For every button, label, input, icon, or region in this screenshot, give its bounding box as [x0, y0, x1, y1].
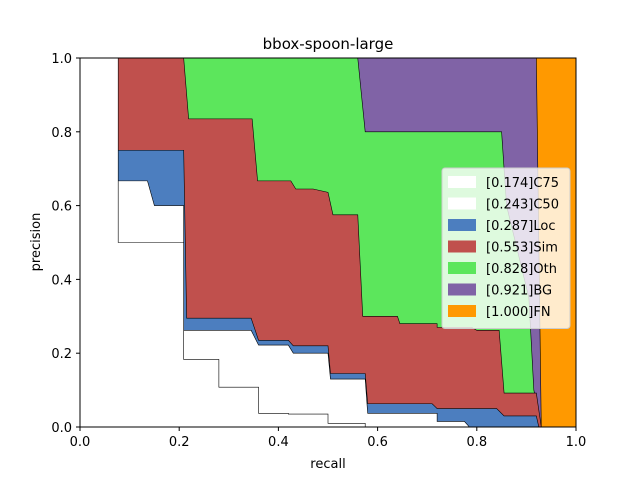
legend-swatch [448, 176, 476, 188]
series-areas [79, 57, 577, 428]
y-axis-ticks: 0.0 0.2 0.4 0.6 0.8 1.0 [51, 52, 80, 436]
legend-entry-label: [0.243]C50 [486, 198, 559, 213]
legend-entry-label: [0.287]Loc [486, 219, 555, 234]
y-tick-label: 1.0 [51, 52, 72, 67]
legend-swatch [448, 262, 476, 274]
y-tick-label: 0.8 [51, 126, 72, 141]
x-tick-label: 0.4 [268, 435, 289, 450]
x-tick-label: 0.0 [70, 435, 91, 450]
x-tick-label: 0.2 [169, 435, 190, 450]
legend-entry-label: [0.174]C75 [486, 176, 559, 191]
y-tick-label: 0.4 [51, 273, 72, 288]
legend-swatch [448, 219, 476, 231]
legend-swatch [448, 283, 476, 296]
x-tick-label: 0.6 [367, 435, 388, 450]
legend-entry-label: [0.828]Oth [486, 262, 557, 277]
legend-swatch [448, 240, 476, 253]
legend-entry-label: [0.553]Sim [486, 241, 558, 256]
y-tick-label: 0.2 [51, 347, 72, 362]
legend-entry-label: [1.000]FN [486, 305, 551, 320]
area-0-243-c50 [79, 57, 576, 428]
legend: [0.174]C75 [0.243]C50 [0.287]Loc [0.553]Sim… [441, 167, 571, 329]
x-axis-ticks: 0.0 0.2 0.4 0.6 0.8 1.0 [70, 427, 587, 450]
legend-swatch [448, 197, 476, 210]
y-tick-label: 0.0 [51, 421, 72, 436]
legend-entry-label: [0.921]BG [486, 284, 552, 299]
plot-frame [79, 57, 577, 428]
y-axis-label: precision [29, 213, 44, 272]
area-0-174-c75 [79, 57, 576, 428]
y-tick-label: 0.6 [51, 200, 72, 215]
legend-swatch [448, 305, 476, 317]
x-axis-label: recall [310, 457, 345, 472]
chart-title: bbox-spoon-large [263, 35, 394, 53]
x-tick-label: 1.0 [566, 435, 587, 450]
x-tick-label: 0.8 [466, 435, 487, 450]
